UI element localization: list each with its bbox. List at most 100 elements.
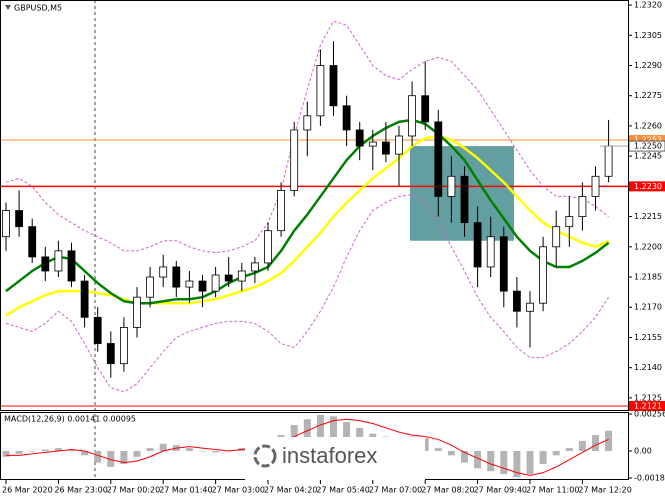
level-marker	[629, 400, 665, 411]
x-tick-label: 27 Mar 03:00	[212, 486, 265, 495]
macd-bar	[199, 450, 206, 452]
x-tick-label: 26 Mar 23:00	[54, 486, 107, 495]
macd-bar	[81, 450, 89, 456]
level-label: 1.2121	[634, 401, 662, 410]
price-frame	[0, 0, 629, 411]
plot-layer	[0, 4, 632, 479]
x-tick-label: 27 Mar 12:20	[578, 486, 631, 495]
candle-body	[120, 326, 128, 365]
candle-body	[604, 145, 613, 177]
macd-bar	[41, 449, 49, 451]
candle-body	[316, 65, 325, 117]
y-tick-label: -0.00187	[634, 474, 665, 483]
y-tick-label: 1.2320	[634, 1, 662, 10]
candle-body	[565, 216, 574, 228]
macd-title: MACD(12,26,9) 0.00141 0.00095	[4, 415, 136, 424]
candle-body	[133, 296, 141, 328]
macd-bar	[578, 440, 586, 451]
candle-body	[421, 95, 430, 123]
x-tick-label: 26 Mar 2020	[2, 486, 53, 495]
current-price-marker	[628, 140, 665, 152]
candle-body	[28, 226, 37, 258]
candle-body	[106, 343, 115, 365]
y-tick-label: 0.00256	[634, 410, 665, 419]
macd-bar	[159, 443, 167, 451]
macd-bar	[434, 448, 442, 451]
candle-body	[499, 236, 508, 292]
candle-body	[460, 175, 469, 224]
candle-body	[303, 115, 312, 131]
level-marker	[629, 181, 665, 192]
macd-bar	[421, 437, 429, 451]
macd-bar	[303, 419, 311, 451]
candle-body	[355, 129, 364, 147]
macd-bar	[107, 450, 115, 467]
symbol-icon	[5, 5, 11, 10]
x-tick-label: 27 Mar 09:40	[474, 486, 527, 495]
y-tick-label: 1.2290	[634, 61, 662, 70]
macd-bar	[54, 448, 62, 451]
candle-body	[146, 276, 155, 298]
candle-body	[368, 141, 377, 147]
watermark: instaforex	[282, 443, 377, 468]
macd-bar	[487, 450, 495, 472]
y-tick-label: 1.2200	[634, 242, 662, 251]
candle-body	[264, 230, 272, 264]
candle-body	[172, 266, 181, 288]
candle-body	[578, 196, 587, 217]
macd-bar	[316, 414, 324, 451]
macd-bar	[447, 450, 455, 456]
y-tick-label: 1.2170	[634, 303, 662, 312]
macd-bar	[513, 450, 521, 477]
y-tick-label: 1.2245	[634, 152, 662, 161]
macd-bar	[94, 450, 102, 463]
candle-body	[237, 270, 246, 282]
x-tick-label: 27 Mar 07:00	[369, 486, 422, 495]
y-tick-label: 0.00	[634, 446, 652, 455]
watermark-background	[245, 437, 425, 499]
macd-signal	[6, 418, 609, 477]
candle-body	[552, 226, 561, 248]
macd-bar	[605, 430, 613, 451]
candle-body	[473, 222, 482, 268]
x-tick-label: 27 Mar 00:20	[107, 486, 160, 495]
macd-bar	[565, 448, 573, 451]
candle-body	[41, 256, 50, 272]
candle-body	[277, 189, 286, 232]
macd-bar	[28, 450, 36, 452]
macd-bar	[461, 450, 468, 463]
level-label: 1.2230	[634, 182, 662, 191]
candle-body	[198, 280, 207, 292]
macd-bar	[526, 450, 534, 475]
macd-bar	[474, 450, 482, 469]
moving-average	[5, 134, 610, 317]
candle-body	[381, 141, 390, 155]
candle-body	[185, 280, 194, 288]
macd-bar	[500, 450, 508, 475]
level-marker	[629, 135, 665, 146]
candle-body	[159, 266, 168, 278]
x-tick-label: 27 Mar 11:00	[526, 486, 579, 495]
candle-body	[54, 250, 63, 272]
candle-body	[342, 105, 351, 131]
macd-bar	[343, 422, 351, 451]
candle-body	[329, 65, 338, 107]
x-tick-label: 27 Mar 01:40	[159, 486, 212, 495]
y-tick-label: 1.2125	[634, 393, 662, 402]
candle-body	[290, 129, 299, 191]
y-tick-label: 1.2185	[634, 273, 662, 282]
candle-body	[408, 95, 417, 137]
x-tick-label: 27 Mar 05:40	[316, 486, 369, 495]
macd-bar	[212, 450, 220, 453]
candle-body	[93, 316, 102, 344]
candle-body	[447, 175, 456, 197]
macd-bar	[15, 450, 23, 454]
candle-body	[513, 290, 521, 312]
macd-bar	[552, 450, 560, 456]
y-tick-label: 1.2305	[634, 31, 662, 40]
candle-body	[591, 175, 600, 197]
candle-body	[80, 280, 89, 318]
x-tick-label: 27 Mar 04:20	[264, 486, 317, 495]
candle-body	[526, 302, 534, 312]
macd-bar	[185, 448, 193, 451]
